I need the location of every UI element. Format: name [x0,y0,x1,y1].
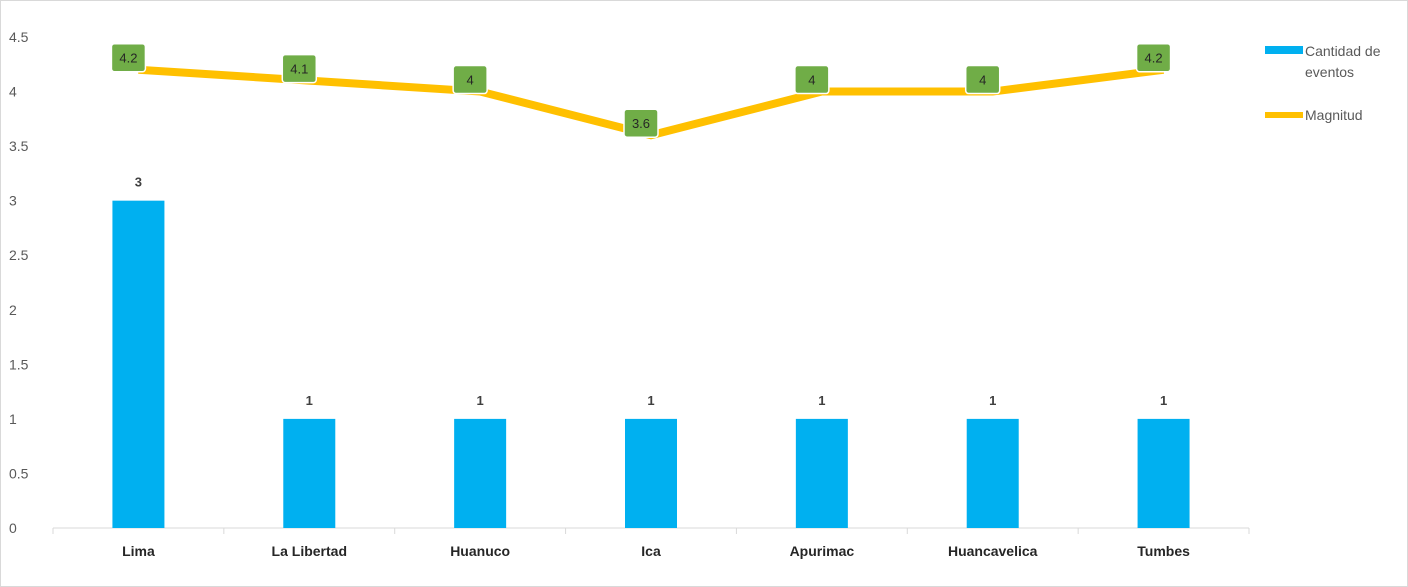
line-data-label: 4 [467,73,474,88]
bar-data-label: 1 [306,393,313,408]
x-category-label: La Libertad [272,543,347,559]
legend-label: eventos [1305,64,1354,80]
line-data-label-box [623,108,659,138]
line-data-label: 4.2 [1145,51,1163,66]
y-tick-label: 1 [9,411,17,427]
bar-cantidad-de-eventos [112,200,165,528]
x-category-label: Tumbes [1137,543,1190,559]
legend-label: Magnitud [1305,107,1363,123]
line-data-label-box [110,42,147,73]
line-data-label: 4 [808,73,815,88]
y-tick-label: 0 [9,520,17,536]
bar-data-label: 3 [135,175,142,190]
line-data-label: 4.2 [119,51,137,66]
bar-cantidad-de-eventos [283,418,336,528]
y-tick-label: 4.5 [9,29,29,45]
line-data-label: 3.6 [632,116,650,131]
line-data-label-box [794,64,830,95]
x-category-label: Ica [641,543,661,559]
bar-cantidad-de-eventos [454,418,507,528]
bar-cantidad-de-eventos [1137,418,1190,528]
x-category-label: Apurimac [790,543,855,559]
x-category-label: Huancavelica [948,543,1038,559]
bar-data-label: 1 [818,393,825,408]
x-category-label: Lima [122,543,155,559]
y-tick-label: 1.5 [9,356,29,372]
y-tick-label: 3.5 [9,138,29,154]
line-data-label-box [281,53,318,84]
line-data-label-box [964,64,1001,95]
y-tick-label: 2.5 [9,247,29,263]
line-data-label-box [452,64,488,95]
bar-data-label: 1 [647,393,654,408]
legend-swatch-bar [1265,46,1303,54]
legend-label: Cantidad de [1305,43,1381,59]
line-data-label: 4.1 [290,62,308,77]
bar-data-label: 1 [477,393,484,408]
y-tick-label: 0.5 [9,465,29,481]
bar-cantidad-de-eventos [966,418,1019,528]
line-data-label: 4 [979,73,986,88]
y-tick-label: 4 [9,84,17,100]
bar-data-label: 1 [989,393,996,408]
bar-data-label: 1 [1160,393,1167,408]
bar-cantidad-de-eventos [625,418,677,528]
x-category-label: Huanuco [450,543,510,559]
y-tick-label: 3 [9,193,17,209]
y-tick-label: 2 [9,302,17,318]
line-data-label-box [1135,42,1172,73]
bar-cantidad-de-eventos [795,418,848,528]
